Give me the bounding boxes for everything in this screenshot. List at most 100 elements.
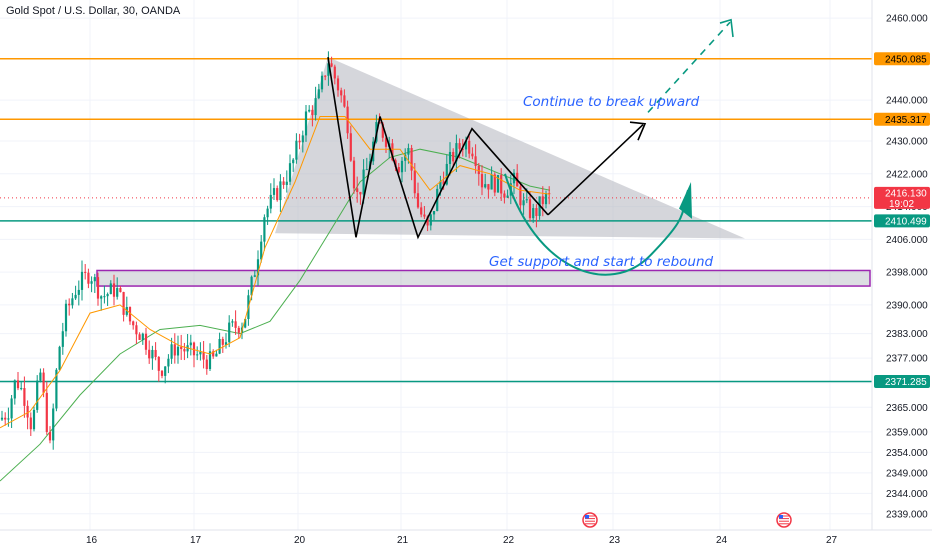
price-axis-bg bbox=[872, 0, 932, 550]
candle-body bbox=[74, 294, 77, 299]
candle-body bbox=[224, 342, 228, 345]
candle-body bbox=[480, 174, 484, 188]
annotation-rebound: Get support and start to rebound bbox=[489, 254, 714, 270]
y-tick-label: 2349.000 bbox=[886, 468, 928, 479]
candle-body bbox=[314, 98, 317, 116]
y-tick-label: 2406.000 bbox=[886, 235, 928, 246]
candle-body bbox=[112, 283, 116, 297]
candle-body bbox=[128, 307, 132, 322]
candle-body bbox=[288, 163, 292, 182]
candle-body bbox=[362, 169, 365, 195]
candle-body bbox=[170, 344, 173, 359]
price-label-value: 2435.317 bbox=[885, 115, 927, 126]
candle-body bbox=[64, 303, 68, 332]
candle-body bbox=[48, 431, 52, 441]
candle-body bbox=[458, 143, 461, 149]
candle-body bbox=[327, 63, 330, 76]
candle-body bbox=[109, 283, 112, 295]
candle-body bbox=[164, 366, 167, 376]
candle-body bbox=[250, 276, 253, 296]
candle-body bbox=[365, 169, 368, 171]
y-tick-label: 2398.000 bbox=[886, 268, 928, 279]
candle-body bbox=[106, 294, 109, 297]
candle-body bbox=[173, 344, 176, 356]
us-flag-event-icon[interactable] bbox=[582, 512, 598, 528]
candle-body bbox=[282, 181, 285, 185]
y-tick-label: 2440.000 bbox=[886, 96, 928, 107]
candle-body bbox=[135, 325, 138, 335]
candle-body bbox=[336, 78, 340, 91]
candle-body bbox=[202, 351, 205, 360]
candle-body bbox=[541, 196, 544, 205]
candle-body bbox=[208, 351, 212, 370]
candle-body bbox=[384, 137, 388, 147]
candle-body bbox=[525, 199, 528, 201]
candle-body bbox=[445, 163, 448, 185]
candle-body bbox=[311, 109, 314, 116]
candle-body bbox=[493, 174, 496, 193]
candle-body bbox=[378, 122, 381, 124]
candle-body bbox=[141, 333, 144, 340]
candle-body bbox=[407, 148, 410, 155]
candle-body bbox=[45, 392, 48, 432]
candle-body bbox=[442, 181, 445, 185]
candle-body bbox=[484, 184, 487, 188]
us-flag-event-icon[interactable] bbox=[776, 512, 792, 528]
candle-body bbox=[452, 151, 455, 162]
candle-body bbox=[228, 322, 231, 343]
candle-body bbox=[432, 211, 436, 215]
candle-body bbox=[522, 200, 525, 206]
candle-body bbox=[39, 372, 42, 381]
price-label-badge bbox=[874, 52, 930, 66]
candle-body bbox=[10, 398, 13, 419]
candle-body bbox=[308, 109, 311, 112]
candle-body bbox=[279, 181, 282, 201]
candle-body bbox=[413, 170, 416, 194]
candle-body bbox=[87, 272, 90, 284]
candle-body bbox=[410, 148, 413, 171]
candle-body bbox=[160, 370, 164, 376]
candle-body bbox=[180, 346, 183, 350]
y-tick-label: 2365.000 bbox=[886, 403, 928, 414]
candle-body bbox=[16, 380, 20, 389]
rebound-arrowhead bbox=[679, 182, 692, 219]
candle-body bbox=[269, 194, 272, 209]
candle-body bbox=[500, 175, 503, 194]
candle-body bbox=[416, 193, 420, 208]
y-tick-label: 2390.000 bbox=[886, 300, 928, 311]
x-tick-label: 17 bbox=[190, 535, 202, 546]
price-label-badge bbox=[874, 112, 930, 126]
candle-body bbox=[503, 193, 506, 198]
candle-body bbox=[301, 135, 304, 143]
candle-body bbox=[84, 271, 87, 273]
candle-body bbox=[0, 417, 4, 420]
candle-body bbox=[122, 292, 125, 315]
rebound-curve bbox=[504, 173, 689, 276]
candle-body bbox=[138, 334, 141, 340]
candle-body bbox=[77, 289, 80, 295]
candle-body bbox=[157, 356, 160, 371]
candle-body bbox=[231, 321, 234, 323]
candle-body bbox=[68, 303, 71, 306]
candle-body bbox=[461, 148, 464, 150]
candle-body bbox=[548, 193, 551, 195]
candle-body bbox=[253, 275, 256, 277]
candle-body bbox=[52, 408, 55, 441]
candle-body bbox=[490, 174, 493, 190]
y-tick-label: 2339.000 bbox=[886, 509, 928, 520]
y-tick-label: 2377.000 bbox=[886, 354, 928, 365]
candle-body bbox=[26, 405, 29, 418]
annotation-break-upward: Continue to break upward bbox=[523, 94, 700, 110]
candle-body bbox=[404, 154, 407, 161]
candle-body bbox=[167, 358, 170, 367]
x-tick-label: 24 bbox=[716, 535, 728, 546]
candle-body bbox=[544, 193, 548, 205]
candle-body bbox=[13, 380, 16, 399]
y-tick-label: 2383.000 bbox=[886, 329, 928, 340]
y-tick-label: 2460.000 bbox=[886, 14, 928, 25]
candle-body bbox=[237, 327, 240, 333]
price-label-value: 2416.130 bbox=[885, 188, 927, 199]
candle-body bbox=[519, 186, 522, 206]
